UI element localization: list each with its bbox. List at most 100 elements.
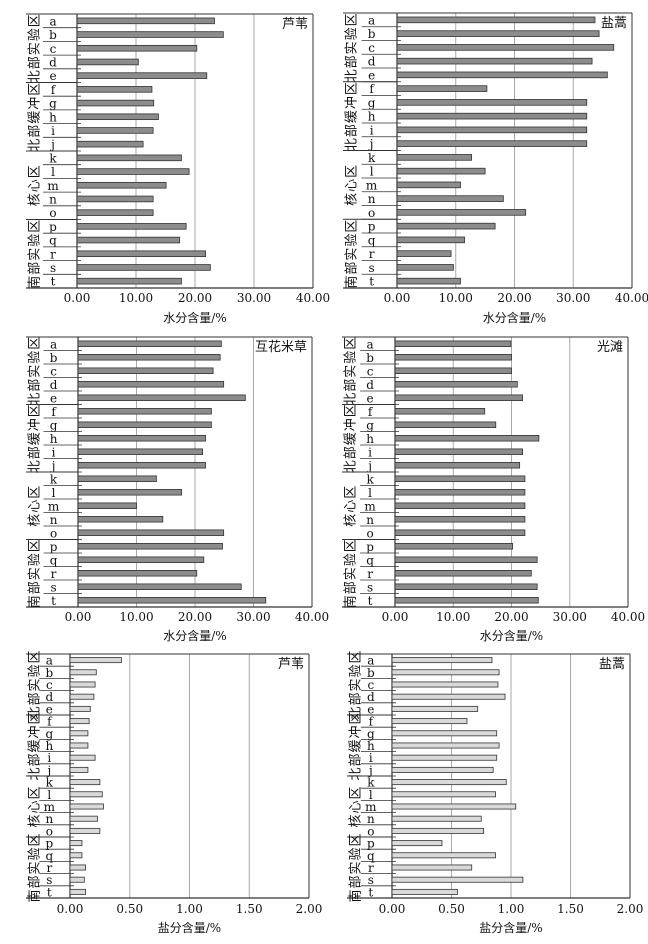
x-axis-title: 水分含量/% xyxy=(483,310,546,325)
bar-l xyxy=(69,791,103,798)
bar-s xyxy=(76,264,211,271)
group-label: 核心区 xyxy=(345,164,360,206)
category-tick-label: q xyxy=(49,234,57,248)
group-label: 北部实验区 xyxy=(343,336,359,406)
bar-d xyxy=(394,381,518,388)
category-tick-label: m xyxy=(364,499,376,513)
group-label: 核心区 xyxy=(349,785,364,827)
bar-d xyxy=(69,693,95,700)
category-tick-label: s xyxy=(50,580,56,594)
x-tick-label: 0.50 xyxy=(438,902,465,916)
category-tick-label: a xyxy=(367,337,374,351)
bar-k xyxy=(77,475,157,482)
category-tick-label: c xyxy=(368,41,375,55)
category-tick-label: b xyxy=(366,351,374,365)
group-label: 南部实验区 xyxy=(27,219,43,289)
category-tick-label: i xyxy=(370,123,374,137)
bar-c xyxy=(391,681,499,688)
x-tick-label: 10.00 xyxy=(439,291,473,305)
bar-a xyxy=(69,657,122,664)
bar-n xyxy=(76,195,154,203)
bar-s xyxy=(391,876,524,883)
category-tick-label: i xyxy=(369,751,373,765)
category-tick-label: c xyxy=(50,42,57,56)
bar-c xyxy=(396,44,615,51)
bar-i xyxy=(69,754,96,761)
category-tick-label: g xyxy=(368,96,376,110)
category-tick-label: p xyxy=(49,220,57,234)
category-tick-label: d xyxy=(368,55,376,69)
bar-o xyxy=(76,209,154,216)
category-tick-label: i xyxy=(47,751,51,765)
x-tick-label: 40.00 xyxy=(295,610,329,624)
category-tick-label: e xyxy=(367,702,374,716)
bar-g xyxy=(391,730,498,737)
bar-b xyxy=(76,31,224,38)
bar-f xyxy=(396,85,488,92)
group-label: 核心区 xyxy=(344,485,359,527)
category-tick-label: d xyxy=(367,690,375,704)
x-tick-label: 10.00 xyxy=(119,291,153,305)
x-axis-title: 水分含量/% xyxy=(163,310,226,325)
category-tick-label: m xyxy=(44,800,56,814)
bar-m xyxy=(76,181,167,189)
bar-q xyxy=(394,556,538,563)
bar-s xyxy=(77,583,242,590)
category-tick-label: q xyxy=(366,553,374,567)
category-tick-label: i xyxy=(368,445,372,459)
category-tick-label: b xyxy=(50,351,58,365)
category-tick-label: r xyxy=(46,861,52,875)
x-tick-label: 30.00 xyxy=(556,291,590,305)
bar-t xyxy=(391,888,458,895)
category-tick-label: o xyxy=(368,206,375,220)
category-tick-label: r xyxy=(51,567,57,581)
category-tick-label: k xyxy=(366,472,374,486)
x-axis-title: 盐分含量/% xyxy=(158,920,221,935)
bar-p xyxy=(391,840,443,847)
group-label: 南部实验区 xyxy=(344,219,360,289)
bar-b xyxy=(394,354,512,361)
category-tick-label: e xyxy=(367,391,374,405)
bar-g xyxy=(394,421,497,428)
category-tick-label: t xyxy=(51,594,56,608)
category-tick-label: t xyxy=(368,594,373,608)
bar-j xyxy=(394,462,521,469)
bar-k xyxy=(69,779,101,786)
category-tick-label: b xyxy=(49,28,57,42)
category-tick-label: h xyxy=(367,739,375,753)
bar-a xyxy=(76,17,215,25)
category-tick-label: a xyxy=(49,14,56,28)
category-tick-label: r xyxy=(367,567,373,581)
category-tick-label: l xyxy=(370,165,374,179)
bar-j xyxy=(77,462,206,469)
x-tick-label: 1.00 xyxy=(498,902,525,916)
bar-t xyxy=(396,277,461,285)
category-tick-label: c xyxy=(50,364,57,378)
bar-o xyxy=(396,209,527,216)
group-label: 北部实验区 xyxy=(27,649,43,719)
bar-e xyxy=(391,705,479,712)
category-tick-label: i xyxy=(52,445,56,459)
x-tick-label: 0.00 xyxy=(382,610,409,624)
category-tick-label: r xyxy=(369,247,375,261)
category-tick-label: f xyxy=(51,83,57,97)
bar-s xyxy=(396,264,454,271)
category-tick-label: d xyxy=(50,378,58,392)
bar-h xyxy=(394,435,540,442)
category-tick-label: a xyxy=(50,337,57,351)
category-tick-label: a xyxy=(367,654,374,668)
category-tick-label: d xyxy=(366,378,374,392)
x-tick-label: 2.00 xyxy=(617,902,644,916)
bar-r xyxy=(394,570,532,577)
panel-title: 盐蒿 xyxy=(601,16,627,31)
bar-g xyxy=(77,421,212,428)
group-label: 北部实验区 xyxy=(348,649,364,719)
category-tick-label: q xyxy=(45,849,53,863)
bar-h xyxy=(69,742,89,749)
category-tick-label: b xyxy=(45,666,53,680)
group-label: 南部实验区 xyxy=(27,538,43,608)
bar-q xyxy=(76,236,181,244)
bar-m xyxy=(396,181,461,189)
